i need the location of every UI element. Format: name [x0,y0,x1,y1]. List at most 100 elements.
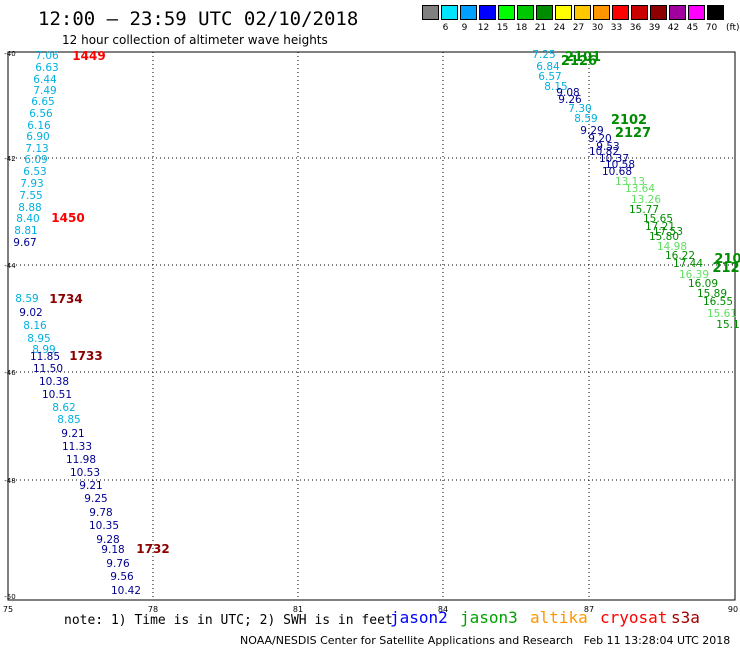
page-title: 12:00 — 23:59 UTC 02/10/2018 [38,8,359,30]
satellite-label: jason3 [460,608,518,627]
swh-value: 10.38 [39,376,69,388]
swh-value: 6.90 [26,131,49,143]
swh-value: 9.08 [556,87,579,99]
satellite-label: altika [530,608,588,627]
pass-time: 1733 [69,349,102,363]
lon-tick-label: 90 [728,605,738,614]
swh-value: 8.95 [27,333,50,345]
swh-value: 11.98 [66,454,96,466]
swh-value: 11.85 [30,351,60,363]
swh-value: 8.40 [16,213,39,225]
swh-value: 9.67 [13,237,36,249]
swh-value: 9.02 [19,307,42,319]
swh-value: 10.42 [111,585,141,597]
swh-value: 9.56 [110,571,134,583]
legend-label: 27 [572,23,585,33]
swh-value: 16.09 [688,278,718,290]
legend-label: 42 [667,23,680,33]
swh-value: 13.13 [615,176,645,188]
legend-swatch [422,5,439,20]
swh-value: 10.35 [89,520,119,532]
swh-value: 9.28 [96,534,119,546]
swh-value: 9.25 [84,493,107,505]
legend-label: 9 [461,23,468,33]
legend-label: 36 [629,23,642,33]
legend-swatch [536,5,553,20]
page-subtitle: 12 hour collection of altimeter wave hei… [62,33,328,47]
legend-swatch [669,5,686,20]
lon-tick-label: 75 [3,605,13,614]
swh-value: 7.25 [532,49,555,61]
legend-swatch [631,5,648,20]
pass-time: 1734 [49,292,82,306]
swh-value: 9.53 [596,141,619,153]
pass-time: 2127 [615,126,651,141]
lat-tick-label: -48 [4,477,15,485]
swh-value: 17.53 [653,226,683,238]
swh-value: 9.29 [580,125,603,137]
legend-label: 21 [534,23,547,33]
swh-value: 15.61 [707,308,737,320]
lon-tick-label: 78 [148,605,158,614]
swh-value: 6.44 [33,74,57,86]
credit-line: NOAA/NESDIS Center for Satellite Applica… [240,634,731,647]
legend-swatch [574,5,591,20]
swh-value: 8.81 [14,225,37,237]
satellite-label: cryosat [600,608,668,627]
swh-value: 7.49 [33,85,56,97]
swh-value: 10.37 [599,153,629,165]
map-frame [7,51,736,601]
legend-label: 33 [610,23,623,33]
swh-value: 11.33 [62,441,92,453]
swh-value: 9.76 [106,558,130,570]
swh-value: 9.20 [588,133,611,145]
lat-tick-label: -50 [4,593,15,601]
swh-value: 13.26 [631,194,661,206]
swh-value: 15.89 [697,288,727,300]
swh-value: 10.82 [589,146,619,158]
swh-value: 6.16 [27,120,51,132]
swh-value: 16.55 [703,296,733,308]
swh-value: 6.63 [35,62,58,74]
pass-time: 212 [712,261,739,276]
legend-label: 6 [442,23,449,33]
pass-time: 1732 [136,542,169,556]
swh-value: 8.15 [544,81,567,93]
legend-swatch [441,5,458,20]
legend-label: 30 [591,23,604,33]
legend-swatch [688,5,705,20]
footnote: note: 1) Time is in UTC; 2) SWH is in fe… [64,613,393,628]
lat-tick-label: -40 [4,50,15,58]
swh-value: 7.13 [25,143,48,155]
swh-value: 6.56 [29,108,53,120]
swh-value: 9.18 [101,544,124,556]
legend-swatch [517,5,534,20]
lat-tick-label: -44 [4,262,16,270]
swh-value: 8.88 [18,202,41,214]
satellite-label: s3a [671,608,700,627]
swh-value: 6.84 [536,61,560,73]
swh-value: 8.99 [32,344,55,356]
legend-swatch [593,5,610,20]
swh-value: 7.06 [35,50,59,62]
lon-tick-label: 81 [293,605,303,614]
satellite-label: jason2 [390,608,448,627]
pass-time: 2101 [565,50,601,65]
swh-value: 10.53 [70,467,100,479]
legend-unit: (ft) [726,23,740,33]
pass-time: 1449 [72,49,105,63]
swh-value: 17.44 [673,258,703,270]
swh-value: 8.16 [23,320,47,332]
legend-label: 24 [553,23,566,33]
legend-swatch [555,5,572,20]
swh-value: 10.68 [602,166,632,178]
legend-swatch [650,5,667,20]
swh-value: 16.22 [665,250,695,262]
legend-label: 39 [648,23,661,33]
pass-time: 1450 [51,211,84,225]
legend-label: 12 [477,23,490,33]
legend-swatch [460,5,477,20]
swh-value: 15.1 [716,319,739,331]
swh-value: 7.55 [19,190,42,202]
swh-value: 15.80 [649,231,679,243]
